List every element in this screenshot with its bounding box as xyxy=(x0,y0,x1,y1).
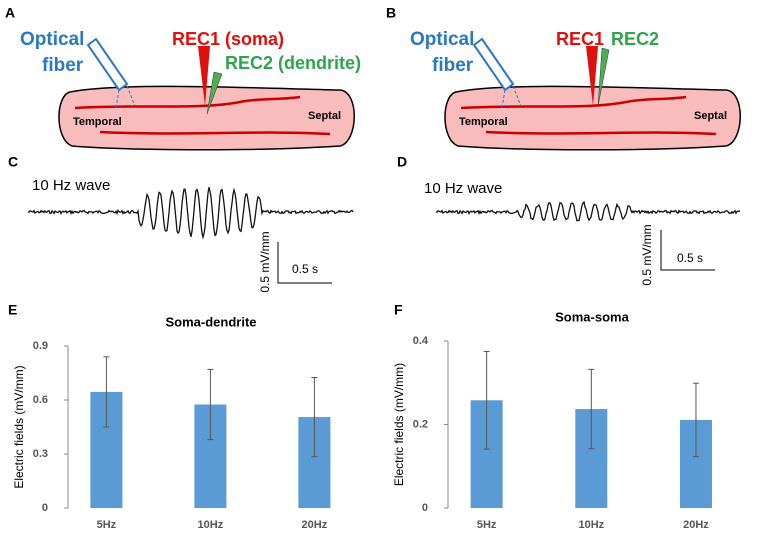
panel-d: D 10 Hz wave 0.5 s 0.5 mV/mm xyxy=(397,154,741,286)
scale-bar xyxy=(660,230,715,271)
panel-c: C 10 Hz wave 0.5 s 0.5 mV/mm xyxy=(8,154,354,293)
label: Optical xyxy=(410,29,474,50)
y-tick-label: 0 xyxy=(422,502,428,514)
label: REC2 (dendrite) xyxy=(225,53,361,73)
panel-b: B Optical fiber REC1 REC2 Temporal Septa… xyxy=(386,5,741,151)
label: REC2 xyxy=(611,29,659,49)
fiber xyxy=(86,37,129,92)
y-tick-label: 0.2 xyxy=(413,418,428,430)
y-tick-label: 0.3 xyxy=(33,448,48,460)
panel-a: A Optical fiber REC1 (soma) REC2 (dendri… xyxy=(5,5,361,151)
panel-label: E xyxy=(8,302,17,318)
y-tick-label: 0.9 xyxy=(33,340,48,352)
scale-label: 0.5 mV/mm xyxy=(640,224,654,285)
trace-title: 10 Hz wave xyxy=(32,177,110,194)
cell-layer xyxy=(74,95,331,136)
x-tick-label: 5Hz xyxy=(97,519,117,531)
label: Optical xyxy=(20,29,84,50)
panel-label: B xyxy=(386,5,396,21)
electrode xyxy=(586,46,598,106)
x-tick-label: 20Hz xyxy=(683,519,709,531)
trace xyxy=(27,187,354,240)
x-tick-label: 5Hz xyxy=(477,519,497,531)
light xyxy=(501,85,522,109)
scale-label: 0.5 mV/mm xyxy=(258,231,272,292)
label: Septal xyxy=(694,110,727,122)
scale-label: 0.5 s xyxy=(292,262,318,276)
cell-layer xyxy=(460,95,717,136)
panel-label: D xyxy=(397,154,407,170)
chart-title: Soma-soma xyxy=(555,309,629,324)
label: fiber xyxy=(42,55,84,76)
x-tick-label: 10Hz xyxy=(578,519,604,531)
label: Temporal xyxy=(459,116,508,128)
scale-bar xyxy=(277,242,332,284)
label: Septal xyxy=(308,110,341,122)
light xyxy=(115,85,136,109)
scale-label: 0.5 s xyxy=(677,251,703,265)
x-tick-label: 20Hz xyxy=(302,519,328,531)
y-axis-label: Electric fields (mV/mm) xyxy=(392,363,406,486)
panel-label: F xyxy=(394,302,403,318)
electrode xyxy=(597,47,610,107)
y-tick-label: 0.6 xyxy=(33,394,48,406)
y-axis-label: Electric fields (mV/mm) xyxy=(12,365,26,488)
x-tick-label: 10Hz xyxy=(198,519,224,531)
label: fiber xyxy=(432,55,474,76)
fiber xyxy=(472,37,515,92)
label: REC1 xyxy=(556,29,604,49)
panel-label: C xyxy=(8,154,18,170)
electrode xyxy=(206,71,223,115)
chart-title: Soma-dendrite xyxy=(165,314,256,329)
y-tick-label: 0 xyxy=(42,502,48,514)
trace xyxy=(435,200,741,222)
label: Temporal xyxy=(73,116,122,128)
label: REC1 (soma) xyxy=(172,29,284,49)
trace-title: 10 Hz wave xyxy=(424,180,502,197)
y-tick-label: 0.4 xyxy=(413,335,429,347)
panel-label: A xyxy=(5,5,15,21)
electrode xyxy=(198,46,210,106)
